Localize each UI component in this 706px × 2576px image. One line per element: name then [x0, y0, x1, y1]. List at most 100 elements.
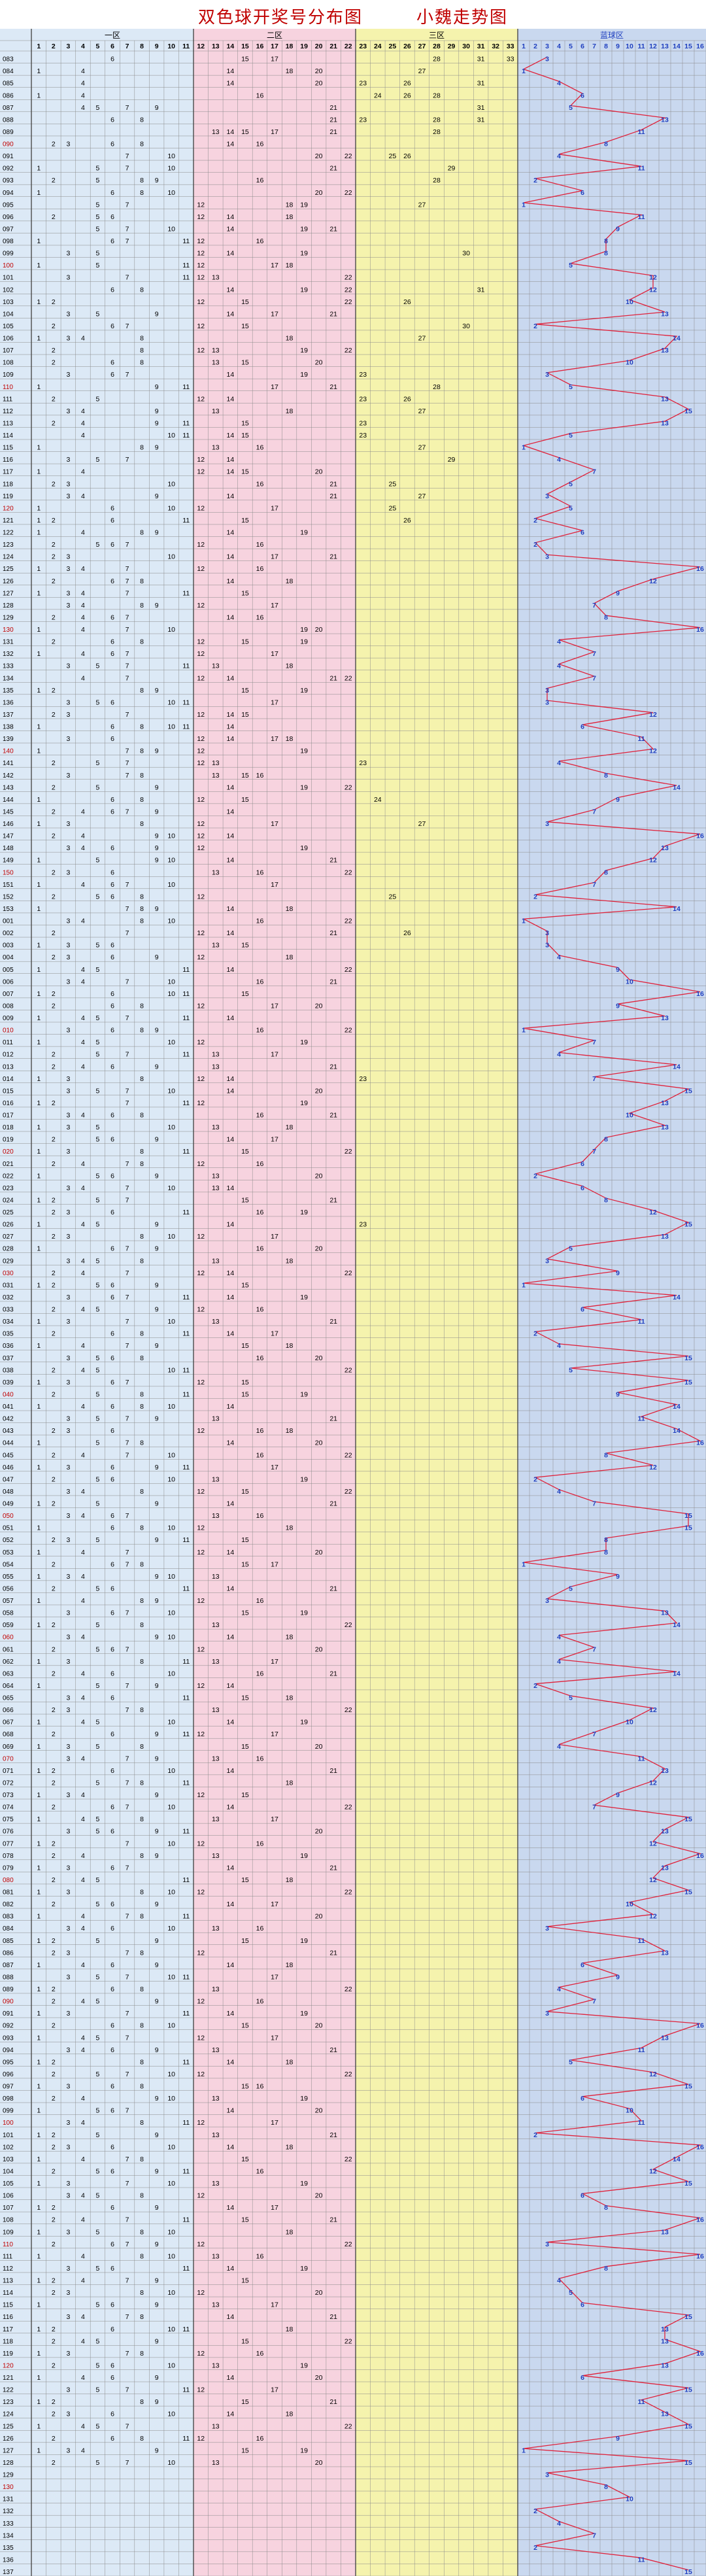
blue-ball-number: 5: [569, 104, 573, 112]
red-column-header: 16: [256, 43, 264, 50]
red-ball-number: 6: [110, 1330, 114, 1338]
issue-number: 024: [3, 1197, 14, 1204]
red-ball-number: 12: [197, 1682, 205, 1690]
red-ball-number: 15: [241, 1342, 249, 1350]
red-ball-number: 5: [96, 2459, 100, 2467]
red-ball-number: 13: [212, 128, 220, 136]
red-ball-number: 15: [241, 1390, 249, 1398]
red-ball-number: 14: [227, 1439, 235, 1447]
blue-ball-number: 8: [604, 868, 608, 876]
red-ball-number: 14: [227, 2265, 235, 2273]
red-ball-number: 8: [140, 1233, 144, 1241]
red-ball-number: 6: [110, 796, 114, 804]
red-ball-number: 5: [96, 213, 100, 221]
red-ball-number: 17: [271, 650, 278, 658]
red-ball-number: 1: [37, 2180, 41, 2188]
issue-number: 151: [3, 882, 14, 889]
red-ball-number: 21: [329, 857, 337, 865]
red-ball-number: 3: [66, 480, 70, 488]
red-ball-number: 7: [126, 1269, 129, 1277]
red-ball-number: 8: [140, 1949, 144, 1957]
red-ball-number: 2: [52, 1330, 56, 1338]
red-ball-number: 11: [182, 698, 190, 706]
red-ball-number: 12: [197, 1099, 205, 1107]
red-ball-number: 11: [182, 1148, 190, 1156]
issue-number: 044: [3, 1440, 14, 1447]
issue-number: 126: [3, 2435, 14, 2443]
red-ball-number: 2: [52, 2167, 56, 2175]
red-ball-number: 7: [126, 322, 129, 330]
red-ball-number: 26: [403, 929, 411, 937]
red-ball-number: 15: [241, 1148, 249, 1156]
red-ball-number: 11: [182, 1694, 190, 1702]
red-ball-number: 2: [52, 2435, 56, 2443]
red-ball-number: 8: [140, 1330, 144, 1338]
red-ball-number: 2: [52, 953, 56, 961]
red-ball-number: 28: [433, 177, 441, 184]
blue-ball-number: 7: [592, 2532, 596, 2539]
red-ball-number: 20: [315, 1913, 323, 1921]
red-ball-number: 12: [197, 711, 205, 719]
blue-ball-number: 4: [557, 80, 561, 88]
red-ball-number: 10: [167, 553, 175, 561]
red-column-header: 20: [315, 43, 323, 50]
red-ball-number: 19: [300, 844, 308, 852]
red-ball-number: 21: [329, 1063, 337, 1071]
red-ball-number: 17: [271, 820, 278, 828]
red-ball-number: 6: [110, 1767, 114, 1775]
blue-ball-number: 7: [592, 1998, 596, 2006]
red-ball-number: 1: [37, 2277, 41, 2285]
red-ball-number: 7: [126, 711, 129, 719]
red-ball-number: 13: [212, 2422, 220, 2430]
red-ball-number: 2: [52, 347, 56, 354]
red-ball-number: 3: [66, 407, 70, 415]
red-ball-number: 10: [167, 225, 175, 233]
red-ball-number: 6: [110, 1403, 114, 1411]
red-ball-number: 16: [256, 613, 264, 621]
blue-ball-number: 4: [557, 1488, 561, 1496]
red-ball-number: 1: [37, 747, 41, 755]
red-ball-number: 10: [167, 1634, 175, 1641]
red-ball-number: 2: [52, 2143, 56, 2151]
red-ball-number: 4: [81, 1306, 85, 1314]
red-ball-number: 11: [182, 1294, 190, 1301]
issue-number: 112: [3, 2265, 13, 2273]
red-ball-number: 5: [96, 2422, 100, 2430]
red-ball-number: 5: [96, 698, 100, 706]
red-ball-number: 4: [81, 2216, 85, 2224]
red-ball-number: 6: [110, 141, 114, 148]
issue-number: 023: [3, 1185, 14, 1192]
red-ball-number: 1: [37, 2107, 41, 2115]
red-ball-number: 13: [212, 1815, 220, 1823]
red-ball-number: 14: [227, 1634, 235, 1641]
red-ball-number: 15: [241, 772, 249, 780]
red-ball-number: 7: [126, 613, 129, 621]
red-ball-number: 2: [52, 2361, 56, 2369]
red-ball-number: 26: [403, 92, 411, 99]
red-ball-number: 21: [329, 978, 337, 986]
red-ball-number: 8: [140, 577, 144, 585]
blue-ball-number: 4: [557, 152, 561, 160]
red-ball-number: 13: [212, 772, 220, 780]
red-ball-number: 11: [182, 2058, 190, 2066]
red-ball-number: 2: [52, 2326, 56, 2333]
issue-number: 117: [3, 2326, 13, 2333]
red-column-header: 27: [418, 43, 426, 50]
issue-number: 014: [3, 1076, 14, 1083]
red-ball-number: 2: [52, 2337, 56, 2345]
red-ball-number: 1: [37, 2301, 41, 2309]
red-ball-number: 6: [110, 1670, 114, 1677]
blue-ball-number: 5: [569, 262, 573, 269]
red-ball-number: 10: [167, 1403, 175, 1411]
issue-number: 128: [3, 602, 14, 610]
blue-ball-number: 9: [616, 1791, 620, 1799]
red-ball-number: 14: [227, 225, 235, 233]
red-ball-number: 15: [241, 468, 249, 476]
red-column-header: 22: [345, 43, 352, 50]
red-column-header: 28: [433, 43, 441, 50]
red-ball-number: 18: [286, 1524, 294, 1532]
red-ball-number: 2: [52, 2204, 56, 2212]
issue-number: 007: [3, 991, 14, 998]
red-ball-number: 9: [155, 1027, 159, 1035]
red-ball-number: 9: [155, 1136, 159, 1144]
